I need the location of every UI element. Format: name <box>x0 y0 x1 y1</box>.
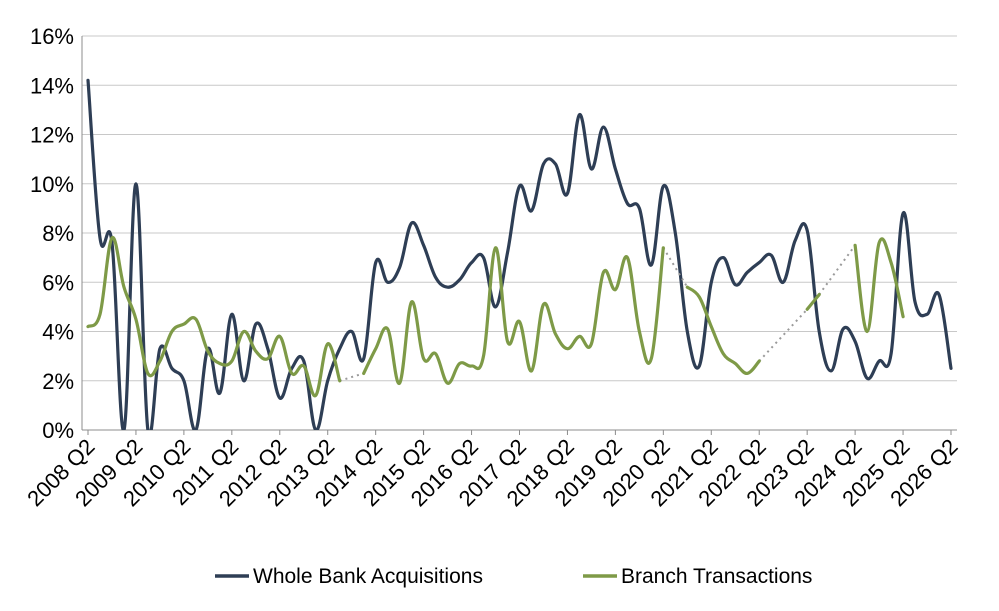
series-group <box>86 78 953 430</box>
y-tick-label: 10% <box>30 172 74 197</box>
series-line <box>86 78 953 430</box>
y-tick-label: 12% <box>30 123 74 148</box>
y-tick-label: 0% <box>42 418 74 443</box>
y-tick-label: 6% <box>42 270 74 295</box>
legend-label: Branch Transactions <box>621 565 812 588</box>
series-line <box>86 236 342 398</box>
series-line <box>685 285 761 375</box>
y-tick-label: 16% <box>30 24 74 49</box>
gap-connector <box>339 372 364 382</box>
gap-connector <box>818 244 856 296</box>
legend-label: Whole Bank Acquisitions <box>253 565 483 588</box>
series-line <box>805 293 821 311</box>
series-1 <box>86 236 905 398</box>
gap-connector <box>758 308 808 362</box>
series-line <box>853 237 905 334</box>
series-0 <box>86 78 953 430</box>
y-axis: 0% 2% 4% 6% 8% 10% 12% 14% 16% <box>30 24 83 443</box>
gap-connector <box>662 247 689 288</box>
y-tick-label: 4% <box>42 320 74 345</box>
legend: Whole Bank Acquisitions Branch Transactio… <box>215 565 812 588</box>
series-line <box>362 246 665 385</box>
y-tick-label: 2% <box>42 369 74 394</box>
y-tick-label: 8% <box>42 221 74 246</box>
y-tick-label: 14% <box>30 73 74 98</box>
